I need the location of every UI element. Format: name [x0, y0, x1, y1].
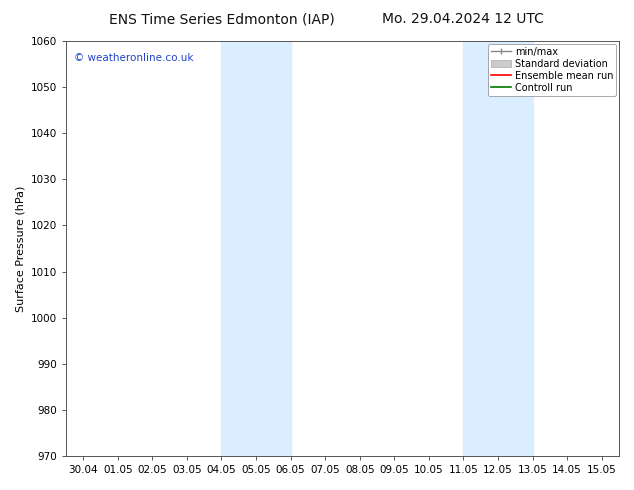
Bar: [463, 41, 533, 456]
Text: © weatheronline.co.uk: © weatheronline.co.uk: [74, 53, 193, 64]
Text: Mo. 29.04.2024 12 UTC: Mo. 29.04.2024 12 UTC: [382, 12, 544, 26]
Legend: min/max, Standard deviation, Ensemble mean run, Controll run: min/max, Standard deviation, Ensemble me…: [488, 44, 616, 96]
Bar: [221, 41, 290, 456]
Text: ENS Time Series Edmonton (IAP): ENS Time Series Edmonton (IAP): [109, 12, 335, 26]
Y-axis label: Surface Pressure (hPa): Surface Pressure (hPa): [15, 185, 25, 312]
